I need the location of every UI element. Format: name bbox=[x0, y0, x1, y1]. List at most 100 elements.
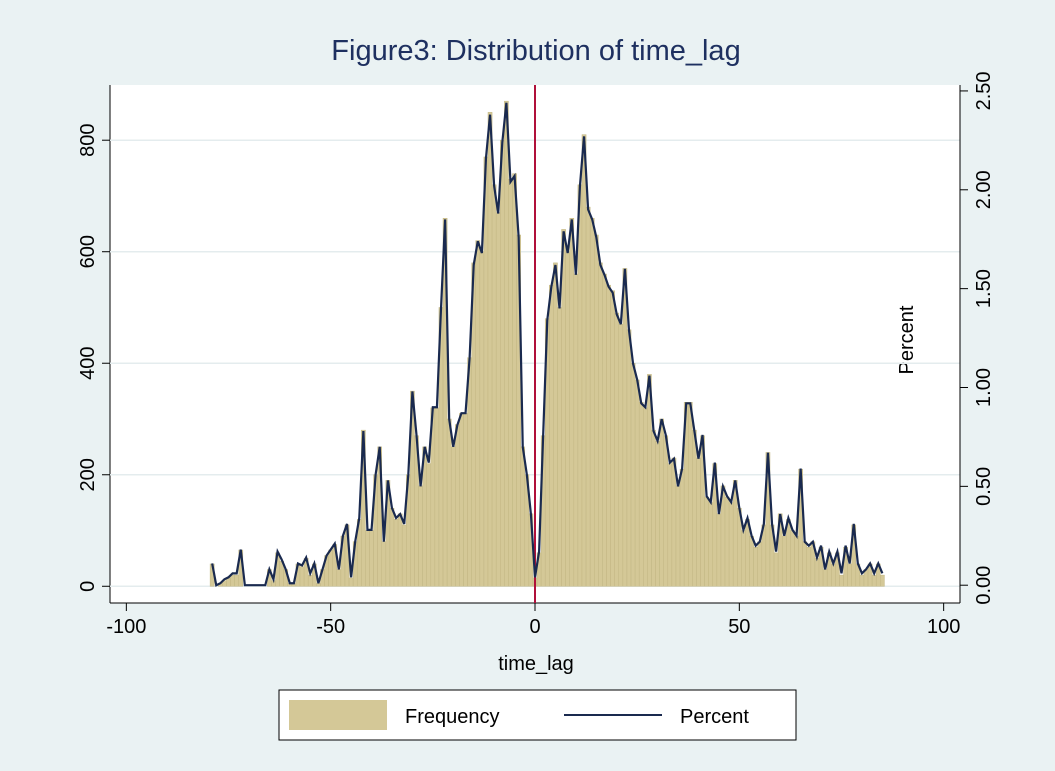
bar bbox=[299, 566, 305, 587]
bar bbox=[643, 407, 648, 587]
bar bbox=[831, 563, 836, 587]
bar bbox=[569, 218, 575, 587]
bar bbox=[663, 435, 669, 587]
bar bbox=[565, 251, 570, 587]
bar bbox=[455, 424, 460, 587]
bar bbox=[463, 413, 468, 587]
bar bbox=[728, 502, 734, 587]
bar bbox=[679, 468, 685, 587]
y2-tick-label: 1.00 bbox=[973, 368, 995, 407]
bar bbox=[773, 552, 779, 587]
bar bbox=[614, 312, 620, 587]
bar bbox=[500, 139, 505, 587]
bar bbox=[814, 558, 820, 587]
bar bbox=[659, 418, 664, 587]
x-tick-label: 100 bbox=[927, 616, 960, 638]
x-tick-label: 0 bbox=[529, 616, 540, 638]
bar bbox=[880, 574, 885, 587]
bar bbox=[765, 452, 771, 587]
y-tick-label: 600 bbox=[77, 235, 99, 268]
bar bbox=[553, 262, 558, 587]
x-tick-label: 50 bbox=[728, 616, 750, 638]
chart-title: Figure3: Distribution of time_lag bbox=[331, 35, 740, 67]
bar bbox=[602, 273, 607, 587]
x-tick-label: -100 bbox=[106, 616, 146, 638]
bar bbox=[675, 485, 681, 587]
bar bbox=[687, 402, 693, 587]
bar bbox=[450, 446, 456, 587]
bar bbox=[512, 173, 517, 587]
bar bbox=[594, 234, 599, 587]
bar bbox=[822, 569, 828, 587]
bar bbox=[573, 273, 579, 587]
bar bbox=[418, 485, 423, 587]
bar bbox=[753, 546, 758, 587]
bar bbox=[397, 513, 403, 587]
y-tick-label: 200 bbox=[77, 458, 99, 491]
bar bbox=[638, 402, 644, 587]
legend-label: Frequency bbox=[405, 706, 500, 728]
bar bbox=[708, 502, 714, 587]
bar bbox=[724, 496, 730, 587]
y2-tick-label: 0.50 bbox=[973, 467, 995, 506]
bar bbox=[630, 362, 636, 587]
bar bbox=[446, 418, 452, 587]
y2-tick-label: 1.50 bbox=[973, 269, 995, 308]
bar bbox=[348, 577, 354, 587]
bar bbox=[794, 535, 799, 587]
line-series bbox=[211, 102, 884, 587]
legend-label: Percent bbox=[680, 706, 749, 728]
y-tick-label: 400 bbox=[77, 347, 99, 380]
bar bbox=[585, 206, 591, 587]
bar bbox=[361, 429, 366, 587]
y2-tick-label: 2.50 bbox=[973, 71, 995, 110]
bar bbox=[847, 563, 852, 587]
bar bbox=[622, 268, 628, 587]
bar bbox=[655, 441, 660, 587]
bar bbox=[610, 290, 615, 587]
bar bbox=[459, 413, 464, 587]
bar bbox=[626, 329, 632, 587]
bar bbox=[483, 156, 489, 587]
bar bbox=[426, 463, 432, 587]
bar bbox=[741, 530, 746, 587]
bar bbox=[479, 251, 485, 587]
x-tick-label: -50 bbox=[316, 616, 345, 638]
bar bbox=[549, 284, 554, 587]
bar bbox=[757, 541, 763, 587]
bar bbox=[581, 134, 587, 587]
bar bbox=[328, 549, 333, 587]
bar bbox=[786, 519, 791, 587]
bar bbox=[806, 546, 812, 587]
bar bbox=[401, 524, 407, 587]
bar bbox=[790, 530, 795, 587]
bar bbox=[577, 184, 583, 587]
bar bbox=[606, 284, 611, 587]
y2-tick-label: 0.00 bbox=[973, 566, 995, 605]
bar bbox=[839, 574, 844, 587]
bar bbox=[802, 541, 808, 587]
bar bbox=[671, 457, 677, 587]
bar bbox=[589, 218, 595, 587]
y2-tick-label: 2.00 bbox=[973, 170, 995, 209]
bar bbox=[871, 574, 877, 587]
bar bbox=[745, 519, 750, 587]
bar bbox=[365, 530, 370, 587]
bar bbox=[491, 184, 497, 587]
bar bbox=[234, 574, 239, 587]
bar bbox=[634, 379, 640, 587]
bar bbox=[504, 100, 509, 587]
x-axis-label: time_lag bbox=[498, 653, 574, 675]
bar bbox=[495, 212, 501, 587]
bar bbox=[487, 112, 493, 587]
bar bbox=[561, 229, 566, 587]
bar bbox=[716, 513, 722, 587]
bar bbox=[475, 240, 481, 587]
bar bbox=[307, 574, 313, 587]
bar bbox=[557, 307, 562, 587]
bar bbox=[749, 535, 754, 587]
bar bbox=[389, 507, 395, 587]
bar bbox=[442, 218, 448, 587]
bar bbox=[316, 583, 321, 587]
